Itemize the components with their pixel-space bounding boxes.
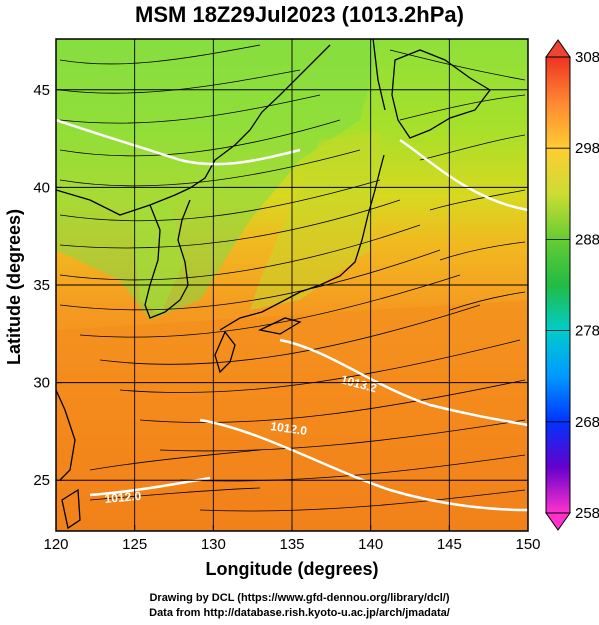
y-tick-label: 25 bbox=[33, 472, 50, 489]
x-axis-label: Longitude (degrees) bbox=[205, 559, 378, 579]
lat-lon-grid bbox=[56, 39, 528, 531]
colorbar-tick-label: 258 bbox=[575, 505, 599, 522]
y-axis-label: Latitude (degrees) bbox=[4, 209, 24, 365]
colorbar-max-arrow bbox=[545, 39, 571, 58]
coastlines bbox=[56, 39, 491, 530]
x-tick-label: 135 bbox=[279, 536, 304, 553]
colorbar-tick-label: 288 bbox=[575, 231, 599, 248]
credit-line-1: Drawing by DCL (https://www.gfd-dennou.o… bbox=[149, 592, 450, 604]
isobars bbox=[56, 118, 528, 512]
colorbar-min-arrow bbox=[545, 512, 571, 531]
contour-label: 1012.0 bbox=[270, 419, 309, 438]
y-tick-label: 45 bbox=[33, 82, 50, 99]
x-tick-label: 125 bbox=[122, 536, 147, 553]
colorbar-tick-label: 298 bbox=[575, 140, 599, 157]
y-tick-label: 40 bbox=[33, 179, 50, 196]
x-tick-label: 120 bbox=[43, 536, 68, 553]
colorbar: 308 298 288 278 268 258 bbox=[545, 39, 599, 531]
colorbar-tick-label: 308 bbox=[575, 49, 599, 66]
colorbar-tick-label: 278 bbox=[575, 323, 599, 340]
y-tick-label: 35 bbox=[33, 277, 50, 294]
y-tick-label: 30 bbox=[33, 375, 50, 392]
x-tick-label: 140 bbox=[358, 536, 383, 553]
x-axis: 120 125 130 135 140 145 150 bbox=[43, 525, 541, 553]
page-title: MSM 18Z29Jul2023 (1013.2hPa) bbox=[135, 2, 464, 27]
x-tick-label: 145 bbox=[437, 536, 462, 553]
y-axis: 25 30 35 40 45 bbox=[33, 82, 62, 489]
colorbar-tick-label: 268 bbox=[575, 414, 599, 431]
x-tick-label: 130 bbox=[201, 536, 226, 553]
contour-label: 1012.0 bbox=[104, 489, 142, 506]
credit-line-2: Data from http://database.rish.kyoto-u.a… bbox=[149, 607, 450, 619]
x-tick-label: 150 bbox=[515, 536, 540, 553]
streamlines bbox=[59, 44, 526, 512]
colorbar-scale bbox=[545, 56, 571, 514]
